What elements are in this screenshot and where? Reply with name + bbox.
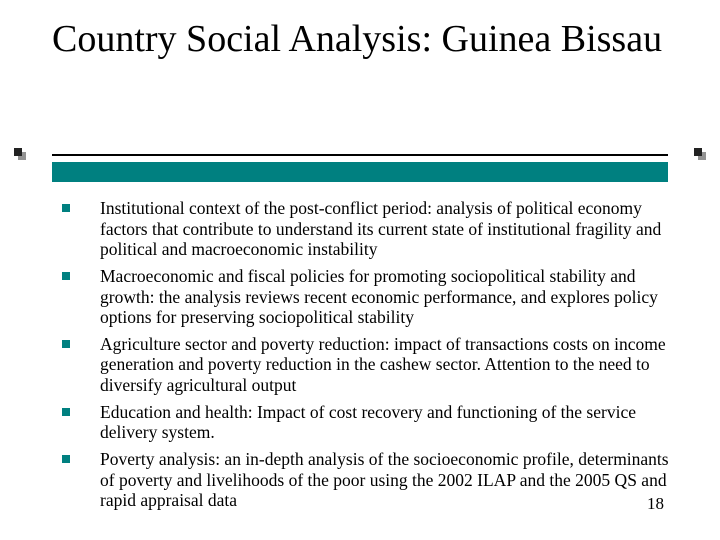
slide: Country Social Analysis: Guinea Bissau I…	[0, 0, 720, 540]
accent-bar	[52, 162, 668, 182]
list-item-text: Poverty analysis: an in-depth analysis o…	[100, 449, 672, 511]
bullet-icon	[62, 272, 70, 280]
bullet-icon	[62, 408, 70, 416]
list-item-text: Education and health: Impact of cost rec…	[100, 402, 672, 443]
rule-endcap-left	[14, 148, 26, 160]
title-block: Country Social Analysis: Guinea Bissau	[52, 18, 668, 62]
list-item-text: Institutional context of the post-confli…	[100, 198, 672, 260]
list-item-text: Agriculture sector and poverty reduction…	[100, 334, 672, 396]
list-item-text: Macroeconomic and fiscal policies for pr…	[100, 266, 672, 328]
body: Institutional context of the post-confli…	[52, 198, 672, 517]
list-item: Macroeconomic and fiscal policies for pr…	[52, 266, 672, 328]
list-item: Institutional context of the post-confli…	[52, 198, 672, 260]
rule-line	[52, 154, 668, 156]
list-item: Education and health: Impact of cost rec…	[52, 402, 672, 443]
bullet-icon	[62, 204, 70, 212]
list-item: Poverty analysis: an in-depth analysis o…	[52, 449, 672, 511]
page-number: 18	[647, 494, 664, 514]
bullet-icon	[62, 340, 70, 348]
list-item: Agriculture sector and poverty reduction…	[52, 334, 672, 396]
slide-title: Country Social Analysis: Guinea Bissau	[52, 18, 668, 62]
rule-endcap-right	[694, 148, 706, 160]
bullet-icon	[62, 455, 70, 463]
